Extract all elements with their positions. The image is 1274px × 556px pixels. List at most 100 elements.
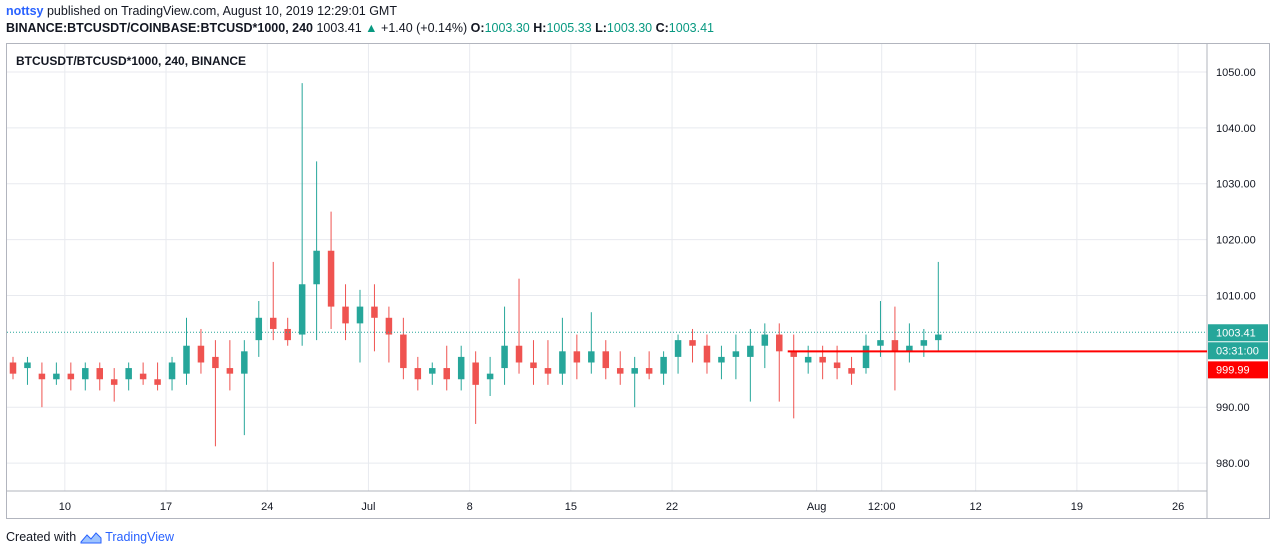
candle-body [255, 317, 263, 341]
candle-body [935, 334, 942, 341]
high-value: 1005.33 [546, 21, 592, 35]
close-label: C: [655, 21, 669, 35]
hline-price-label: 999.99 [1216, 364, 1250, 376]
x-tick-label: 12:00 [868, 501, 896, 513]
footer: Created with TradingView [6, 530, 174, 544]
candle-body [443, 368, 450, 380]
candle-body [414, 368, 422, 380]
candle-body [530, 362, 537, 369]
candle-body [110, 379, 118, 385]
candle-body [891, 340, 899, 352]
candle-body [718, 356, 725, 363]
candle-body [139, 373, 147, 380]
candle-body [212, 356, 219, 369]
candle-body [544, 368, 552, 374]
candle-body [154, 379, 161, 385]
candle-body [862, 345, 870, 369]
candle-body [371, 306, 378, 318]
last-price: 1003.41 [316, 21, 362, 35]
created-with-label: Created with [6, 530, 77, 544]
candle-body [24, 362, 31, 369]
candle-body [313, 250, 320, 285]
candle-body [429, 368, 436, 374]
countdown-label: 03:31:00 [1216, 345, 1259, 357]
candle-body [501, 345, 508, 369]
candle-body [125, 368, 132, 380]
x-tick-label: 10 [59, 501, 71, 513]
chart-frame[interactable] [6, 43, 1270, 519]
candle-body [515, 345, 523, 363]
published-text: published on TradingView.com, August 10,… [46, 4, 397, 18]
candle-body [761, 334, 769, 346]
candle-body [38, 373, 46, 380]
candle-body [457, 356, 465, 380]
candle-body [67, 373, 75, 380]
candle-body [833, 362, 841, 369]
candle-body [342, 306, 349, 324]
x-tick-label: 24 [261, 501, 273, 513]
y-tick-label: 1040.00 [1216, 123, 1256, 135]
candle-body [660, 356, 667, 374]
candle-body [804, 356, 812, 363]
candle-body [616, 368, 624, 374]
y-tick-label: 990.00 [1216, 402, 1250, 414]
candle-body [674, 340, 682, 357]
candle-body [472, 362, 479, 385]
x-tick-label: Jul [361, 501, 375, 513]
candle-body [906, 345, 913, 352]
candle-body [602, 351, 610, 369]
candle-body [96, 368, 103, 380]
tradingview-logo-icon [80, 532, 102, 544]
candle-body [573, 351, 581, 363]
countdown-label-bg [1208, 342, 1268, 360]
candle-body [588, 351, 595, 363]
x-tick-label: 22 [666, 501, 678, 513]
candle-body [920, 340, 928, 346]
low-value: 1003.30 [606, 21, 653, 35]
candle-body [183, 345, 190, 374]
candle-body [486, 373, 494, 380]
y-tick-label: 980.00 [1216, 458, 1250, 470]
candle-body [82, 368, 89, 380]
open-label: O: [470, 21, 485, 35]
y-tick-label: 1050.00 [1216, 67, 1256, 79]
candle-body [241, 351, 248, 374]
candle-body [631, 368, 638, 374]
high-label: H: [533, 21, 547, 35]
candle-body [9, 362, 17, 374]
candle-body [559, 351, 566, 374]
change-value: +1.40 (+0.14%) [381, 21, 468, 35]
candle-body [269, 317, 277, 329]
x-tick-label: Aug [807, 501, 827, 513]
candles [9, 83, 942, 447]
y-tick-label: 1030.00 [1216, 179, 1256, 191]
candle-body [776, 334, 783, 352]
candle-body [53, 373, 60, 380]
candle-body [327, 250, 335, 307]
candle-body [400, 334, 407, 369]
grid-lines [7, 44, 1207, 491]
tradingview-brand-link[interactable]: TradingView [105, 530, 174, 544]
author-name[interactable]: nottsy [6, 4, 44, 18]
candle-body [645, 368, 653, 374]
candle-body [385, 317, 393, 335]
overlays: 1003.41 03:31:00 999.99 [7, 324, 1268, 379]
candle-body [819, 356, 826, 363]
hline-price-label-bg [1208, 361, 1268, 379]
candle-body [848, 368, 855, 374]
candle-body [298, 284, 306, 335]
candle-body [284, 328, 291, 341]
y-tick-label: 1020.00 [1216, 235, 1256, 247]
chart-title: BTCUSDT/BTCUSD*1000, 240, BINANCE [16, 54, 246, 68]
candle-body [168, 362, 176, 380]
x-tick-label: 12 [970, 501, 982, 513]
x-tick-label: 15 [565, 501, 577, 513]
x-tick-label: 19 [1071, 501, 1083, 513]
x-tick-label: 17 [160, 501, 172, 513]
candle-body [747, 345, 754, 357]
last-price-label: 1003.41 [1216, 327, 1256, 339]
candle-body [732, 351, 740, 357]
x-tick-label: 8 [467, 501, 473, 513]
candle-body [790, 351, 797, 357]
